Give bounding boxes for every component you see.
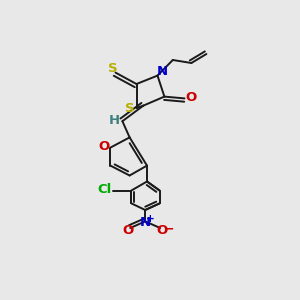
Text: N: N (140, 216, 151, 229)
Text: S: S (108, 62, 117, 75)
Text: H: H (108, 114, 120, 127)
Text: N: N (157, 65, 168, 78)
Text: O: O (156, 224, 168, 237)
Text: Cl: Cl (97, 183, 112, 196)
Text: O: O (123, 224, 134, 237)
Text: S: S (125, 101, 135, 115)
Text: −: − (164, 223, 175, 236)
Text: O: O (98, 140, 110, 153)
Text: O: O (185, 91, 197, 104)
Text: +: + (146, 214, 155, 224)
